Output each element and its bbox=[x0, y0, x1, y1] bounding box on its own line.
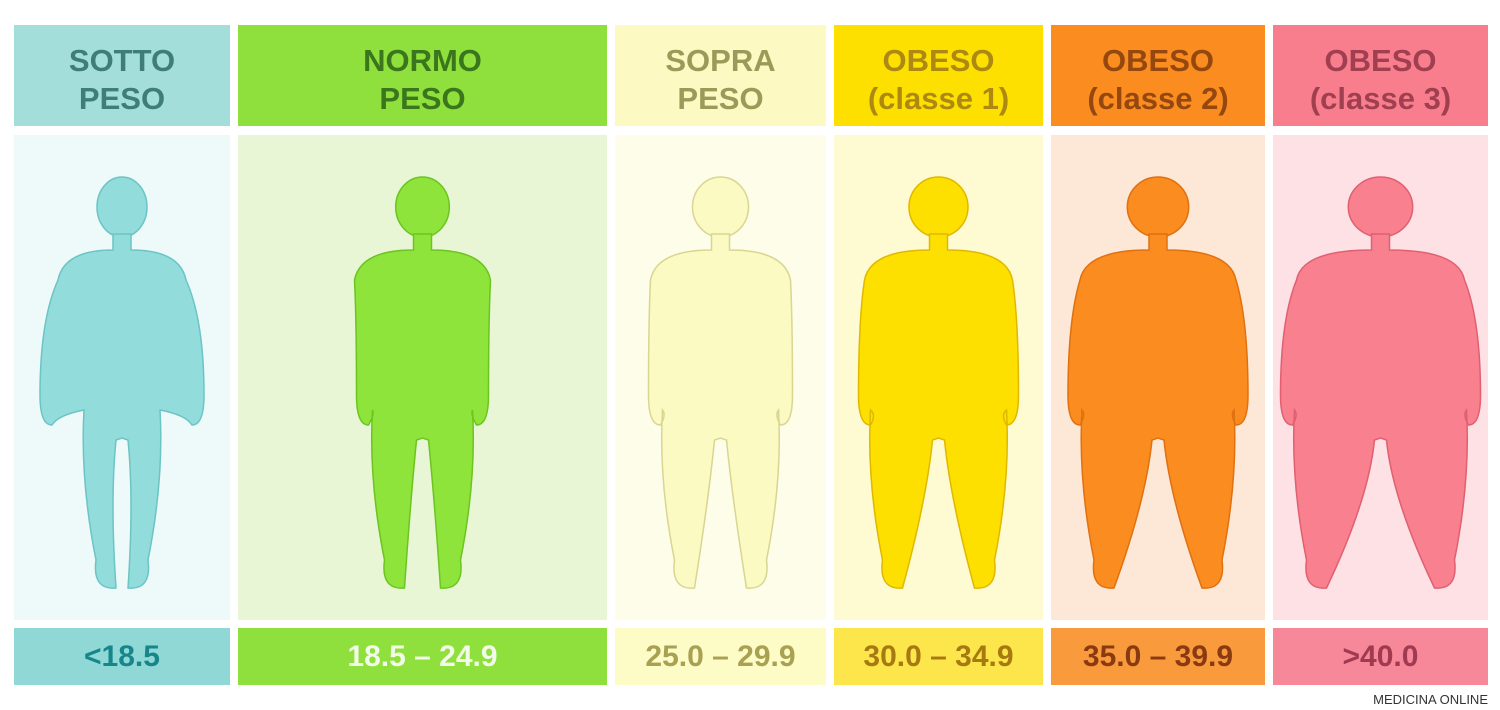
range-label: <18.5 bbox=[84, 640, 160, 673]
bmi-column: OBESO(classe 3) >40.0 bbox=[1273, 25, 1488, 685]
column-title: SOTTO bbox=[69, 43, 175, 78]
figure-head bbox=[96, 176, 148, 238]
column-header bbox=[615, 25, 826, 126]
figure-head bbox=[908, 176, 969, 238]
column-title: PESO bbox=[379, 81, 465, 116]
column-title: (classe 1) bbox=[868, 81, 1009, 116]
range-label: 35.0 – 39.9 bbox=[1083, 640, 1233, 673]
range-box bbox=[238, 628, 607, 685]
figure-body bbox=[39, 233, 205, 589]
column-title: (classe 3) bbox=[1310, 81, 1451, 116]
footer-credit: MEDICINA ONLINE bbox=[1373, 692, 1488, 707]
column-header bbox=[238, 25, 607, 126]
range-box bbox=[14, 628, 230, 685]
figure-body bbox=[857, 233, 1020, 589]
column-title: OBESO bbox=[1102, 43, 1214, 78]
range-box bbox=[1051, 628, 1265, 685]
figure-head bbox=[394, 176, 451, 238]
range-label: 18.5 – 24.9 bbox=[347, 640, 497, 673]
range-label: >40.0 bbox=[1343, 640, 1419, 673]
figure-body bbox=[1279, 233, 1482, 589]
range-box bbox=[615, 628, 826, 685]
figure-body bbox=[647, 233, 794, 589]
column-title: OBESO bbox=[1325, 43, 1437, 78]
column-header bbox=[1051, 25, 1265, 126]
bmi-column: OBESO(classe 1) 30.0 – 34.9 bbox=[834, 25, 1043, 685]
range-label: 30.0 – 34.9 bbox=[863, 640, 1013, 673]
range-box bbox=[834, 628, 1043, 685]
column-title: NORMO bbox=[363, 43, 482, 78]
column-header bbox=[834, 25, 1043, 126]
figure-body bbox=[1067, 233, 1249, 589]
column-title: OBESO bbox=[883, 43, 995, 78]
range-box bbox=[1273, 628, 1488, 685]
figure-head bbox=[1347, 176, 1414, 238]
column-title: (classe 2) bbox=[1087, 81, 1228, 116]
figure-head bbox=[691, 176, 750, 238]
bmi-column: OBESO(classe 2) 35.0 – 39.9 bbox=[1051, 25, 1265, 685]
column-header bbox=[1273, 25, 1488, 126]
figure-head bbox=[1126, 176, 1190, 238]
range-label: 25.0 – 29.9 bbox=[645, 640, 795, 673]
column-title: PESO bbox=[79, 81, 165, 116]
figure-body bbox=[353, 233, 492, 589]
column-title: PESO bbox=[677, 81, 763, 116]
column-header bbox=[14, 25, 230, 126]
column-title: SOPRA bbox=[665, 43, 775, 78]
